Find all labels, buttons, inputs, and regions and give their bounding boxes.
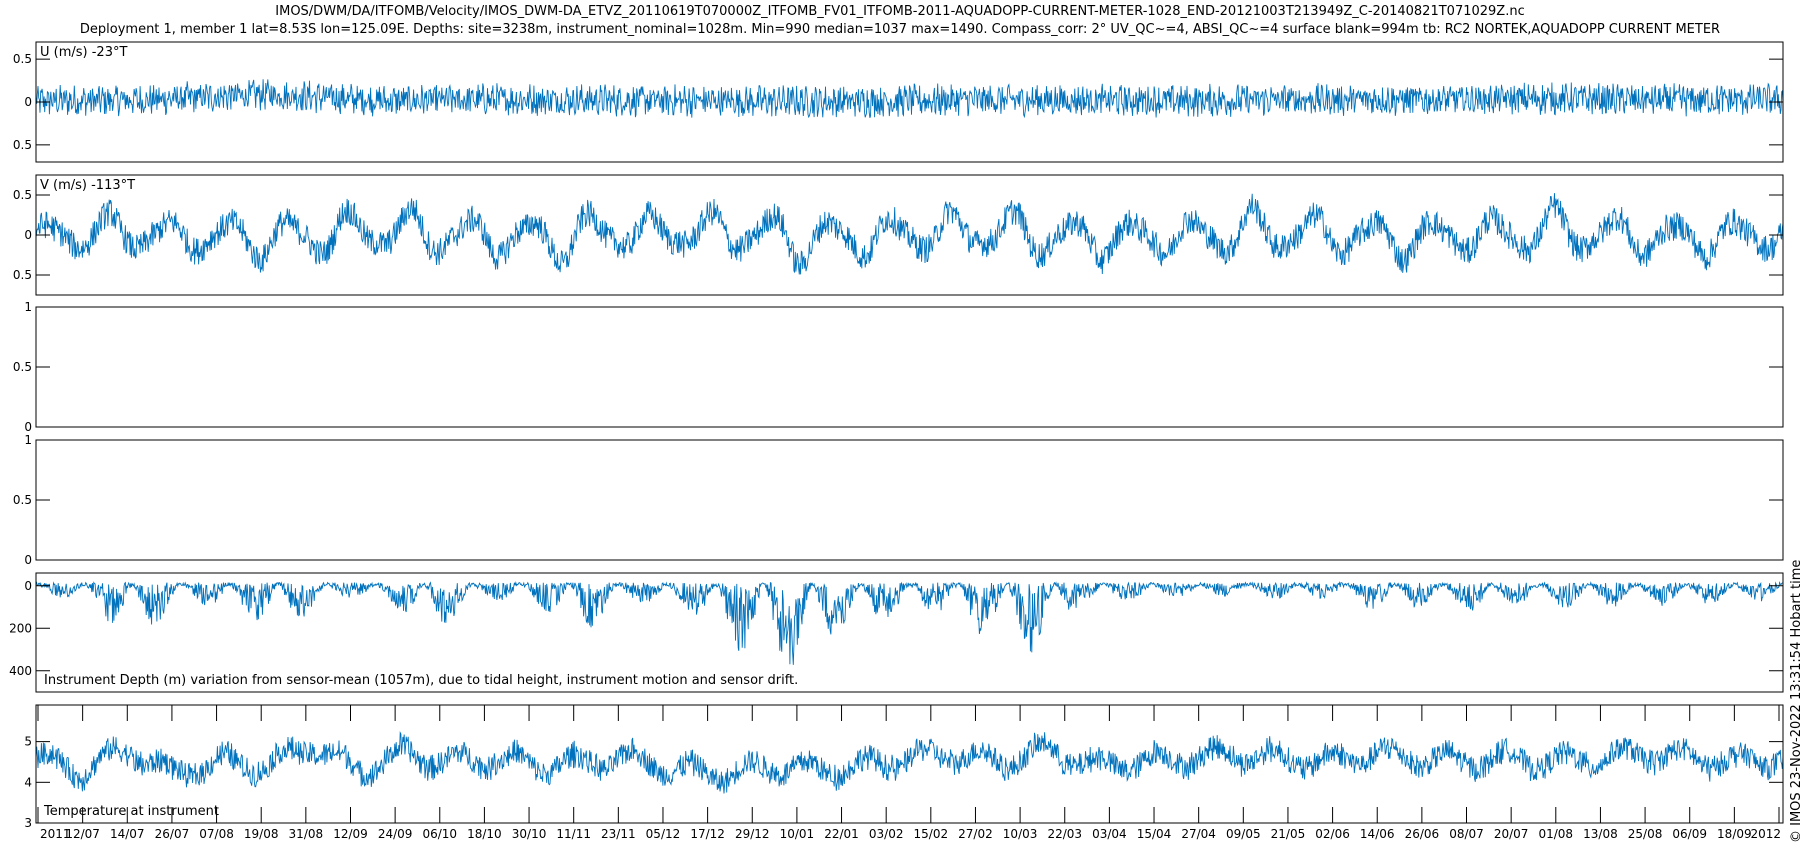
axes-box xyxy=(35,572,1784,693)
y-tick-label: 0.5 xyxy=(13,268,32,282)
y-tick-label: 3 xyxy=(24,816,32,830)
x-tick-label: 21/05 xyxy=(1271,827,1306,841)
x-tick-label: 30/10 xyxy=(512,827,547,841)
x-tick-label: 02/06 xyxy=(1315,827,1350,841)
x-tick-label: 26/07 xyxy=(155,827,190,841)
x-tick-label: 12/07 xyxy=(65,827,100,841)
x-tick-label: 06/09 xyxy=(1672,827,1707,841)
x-tick-label: 29/12 xyxy=(735,827,770,841)
axes-box xyxy=(35,306,1784,428)
x-tick-label: 22/03 xyxy=(1047,827,1082,841)
x-tick-label: 01/08 xyxy=(1538,827,1573,841)
x-tick-label: 20/07 xyxy=(1494,827,1529,841)
y-tick-label: 0 xyxy=(24,420,32,434)
series-line xyxy=(35,79,1784,119)
axes-box xyxy=(35,439,1784,561)
x-tick-label: 14/06 xyxy=(1360,827,1395,841)
series-line xyxy=(35,731,1784,794)
timestamp-stamp: © IMOS 23-Nov-2022 13:31:54 Hobart time xyxy=(1789,559,1800,843)
panel-title: U (m/s) -23°T xyxy=(40,45,127,60)
x-tick-label: 15/04 xyxy=(1137,827,1172,841)
chart-panel-5: 0 200 400 Instrument Depth (m) variation fr… xyxy=(9,572,1784,693)
y-tick-label: 400 xyxy=(9,664,32,678)
x-tick-label: 2011 xyxy=(40,827,71,841)
x-tick-label: 09/05 xyxy=(1226,827,1261,841)
y-tick-label: 0.5 xyxy=(13,138,32,152)
x-tick-label: 14/07 xyxy=(110,827,145,841)
x-tick-label: 05/12 xyxy=(646,827,681,841)
y-tick-label: 1 xyxy=(24,300,32,314)
x-tick-label: 23/11 xyxy=(601,827,636,841)
y-tick-label: 5 xyxy=(24,735,32,749)
x-tick-label: 11/11 xyxy=(556,827,591,841)
x-tick-label: 2012 xyxy=(1750,827,1781,841)
y-tick-label: 0.5 xyxy=(13,52,32,66)
y-tick-label: 0 xyxy=(24,228,32,242)
x-tick-label: 03/04 xyxy=(1092,827,1127,841)
x-tick-label: 12/09 xyxy=(333,827,368,841)
y-tick-label: 0.5 xyxy=(13,360,32,374)
figure-title: IMOS/DWM/DA/ITFOMB/Velocity/IMOS_DWM-DA_… xyxy=(275,4,1525,19)
y-tick-label: 1 xyxy=(24,433,32,447)
x-tick-label: 18/10 xyxy=(467,827,502,841)
x-tick-label: 31/08 xyxy=(289,827,324,841)
y-tick-label: 200 xyxy=(9,621,32,635)
x-tick-label: 18/09 xyxy=(1717,827,1752,841)
axes-box xyxy=(35,704,1784,824)
x-tick-label: 27/04 xyxy=(1181,827,1216,841)
x-tick-label: 13/08 xyxy=(1583,827,1618,841)
panel-annotation: Temperature at instrument xyxy=(43,804,219,819)
y-tick-label: 4 xyxy=(24,775,32,789)
figure-subtitle: Deployment 1, member 1 lat=8.53S lon=125… xyxy=(79,22,1721,37)
x-tick-label: 25/08 xyxy=(1628,827,1663,841)
x-tick-label: 19/08 xyxy=(244,827,279,841)
chart-panel-4: 10.50 xyxy=(13,433,1784,567)
series-line xyxy=(35,580,1784,665)
x-tick-label: 22/01 xyxy=(824,827,859,841)
chart-panel-2: 0.5 0 0.5 V (m/s) -113°T xyxy=(13,174,1784,296)
chart-panel-1: 0.5 0 0.5 U (m/s) -23°T xyxy=(13,41,1784,163)
x-tick-label: 24/09 xyxy=(378,827,413,841)
panel-annotation: Instrument Depth (m) variation from sens… xyxy=(44,673,798,688)
x-tick-label: 17/12 xyxy=(690,827,725,841)
x-tick-label: 06/10 xyxy=(422,827,457,841)
x-tick-label: 07/08 xyxy=(199,827,234,841)
x-tick-label: 15/02 xyxy=(914,827,949,841)
x-tick-label: 10/03 xyxy=(1003,827,1038,841)
y-tick-label: 0 xyxy=(24,553,32,567)
panel-title: V (m/s) -113°T xyxy=(40,178,135,193)
y-tick-label: 0.5 xyxy=(13,493,32,507)
x-tick-label: 26/06 xyxy=(1405,827,1440,841)
y-tick-label: 0 xyxy=(24,579,32,593)
y-tick-label: 0 xyxy=(24,95,32,109)
x-tick-label: 10/01 xyxy=(780,827,815,841)
x-tick-label: 27/02 xyxy=(958,827,993,841)
series-line xyxy=(35,193,1784,275)
x-tick-label: 03/02 xyxy=(869,827,904,841)
y-tick-label: 0.5 xyxy=(13,188,32,202)
x-tick-label: 08/07 xyxy=(1449,827,1484,841)
axes-box xyxy=(35,174,1784,296)
chart-panel-3: 10.50 xyxy=(13,300,1784,434)
